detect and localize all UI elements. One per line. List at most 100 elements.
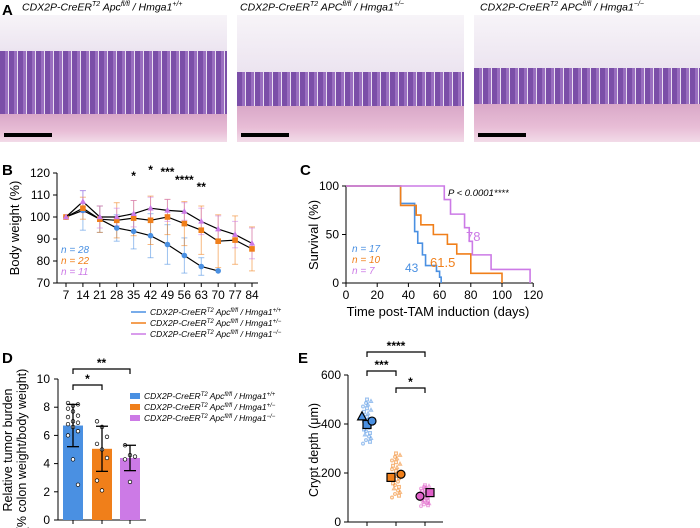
c-xtick-label: 80 [464, 288, 478, 302]
c-ytick-label: 0 [332, 276, 339, 290]
d-ytick-label: 10 [37, 372, 51, 386]
b-data-point [164, 214, 171, 220]
d-data-point [127, 479, 133, 485]
b-series-line [65, 209, 219, 272]
c-median-label: 61.5 [430, 255, 455, 270]
panel-label-e: E [298, 350, 309, 367]
e-data-point [394, 451, 399, 456]
e-data-point [426, 483, 432, 488]
d-significance-bracket [72, 368, 131, 374]
d-ytick-label: 6 [43, 428, 50, 442]
e-mouse-mean [367, 416, 377, 426]
d-legend-label: CDX2P-CreERT2 Apcfl/fl / Hmga1+/+ [144, 391, 276, 401]
d-ytick-label: 2 [43, 485, 50, 499]
d-bar [120, 457, 140, 520]
b-xtick-label: 70 [212, 288, 226, 302]
d-data-point [104, 434, 110, 439]
c-xtick-label: 100 [492, 288, 512, 302]
c-survival-curve [346, 185, 531, 283]
e-data-point [397, 484, 402, 489]
b-xtick-label: 21 [93, 288, 107, 302]
b-data-point [181, 220, 188, 227]
b-ytick-label: 80 [37, 254, 51, 268]
e-data-point [390, 495, 395, 500]
e-data-point [393, 454, 398, 459]
b-legend-label: CDX2P-CreERT2 Apcfl/fl / Hmga1−/− [150, 329, 282, 339]
b-ytick-label: 70 [37, 276, 51, 290]
e-data-point [368, 398, 374, 403]
e-data-point [422, 484, 427, 489]
b-data-point [232, 237, 238, 243]
d-data-point [65, 414, 71, 420]
e-data-point [368, 439, 373, 444]
d-ytick-label: 0 [43, 513, 50, 527]
e-data-point [394, 460, 399, 465]
b-ytick-label: 100 [30, 210, 50, 224]
panel-a-title-2: CDX2P-CreERT2 APCfl/fl / Hmga1+/− [240, 1, 404, 14]
b-data-point [215, 238, 221, 244]
e-mouse-mean [386, 472, 396, 483]
b-y-label: Body weight (%) [7, 181, 22, 276]
e-data-point [367, 434, 372, 439]
b-data-point [181, 252, 188, 259]
c-y-label: Survival (%) [306, 200, 321, 270]
d-data-point [65, 421, 71, 427]
e-mouse-mean [356, 410, 368, 421]
c-xtick-label: 40 [402, 288, 416, 302]
scale-bar [478, 133, 526, 137]
c-xtick-label: 120 [523, 288, 543, 302]
b-data-point [96, 213, 103, 220]
e-data-point [397, 461, 403, 466]
panel-label-c: C [300, 162, 311, 179]
e-data-point [361, 404, 366, 409]
e-data-point [365, 415, 370, 420]
b-data-point [164, 241, 171, 248]
b-xtick-label: 14 [76, 288, 90, 302]
d-data-point [122, 457, 128, 462]
b-data-point [198, 218, 205, 224]
d-data-point [65, 433, 71, 438]
e-data-point [362, 431, 368, 437]
e-data-point [361, 441, 366, 446]
b-n-label: n = 11 [61, 267, 88, 278]
b-data-point [79, 198, 86, 204]
panel-label-a: A [2, 2, 13, 19]
b-significance: *** [160, 165, 174, 179]
e-data-point [419, 486, 424, 491]
d-bar [92, 448, 112, 520]
e-significance-label: *** [374, 358, 388, 372]
histology-image-het [237, 15, 464, 142]
histology-image-ko [474, 15, 700, 142]
c-n-label: n = 10 [352, 255, 381, 266]
b-significance: * [148, 163, 153, 177]
d-data-point [94, 478, 100, 483]
c-survival-curve [346, 185, 442, 283]
b-data-point [249, 246, 255, 252]
e-data-point [394, 469, 399, 474]
e-data-point [420, 498, 426, 504]
c-n-label: n = 17 [352, 244, 381, 255]
c-p-value: P < 0.0001**** [448, 188, 509, 199]
e-ytick-label: 400 [321, 417, 341, 431]
b-data-point [113, 213, 120, 220]
e-data-point [396, 479, 401, 484]
b-legend-label: CDX2P-CreERT2 Apcfl/fl / Hmga1+/− [150, 318, 282, 328]
b-series-line [65, 200, 253, 244]
b-data-point [147, 204, 154, 211]
e-data-point [368, 407, 374, 412]
e-data-point [397, 493, 402, 498]
e-data-point [393, 491, 398, 496]
e-data-point [396, 488, 401, 493]
e-mouse-mean [415, 491, 425, 501]
e-data-point [365, 406, 370, 411]
b-data-point [113, 217, 120, 224]
e-data-point [419, 504, 424, 509]
e-significance-bracket [366, 351, 426, 357]
c-median-label: 78 [466, 229, 480, 244]
d-significance-label: ** [97, 356, 107, 370]
d-significance-bracket [72, 384, 103, 390]
e-data-point [425, 500, 430, 505]
c-xtick-label: 20 [371, 288, 385, 302]
b-xtick-label: 77 [228, 288, 242, 302]
